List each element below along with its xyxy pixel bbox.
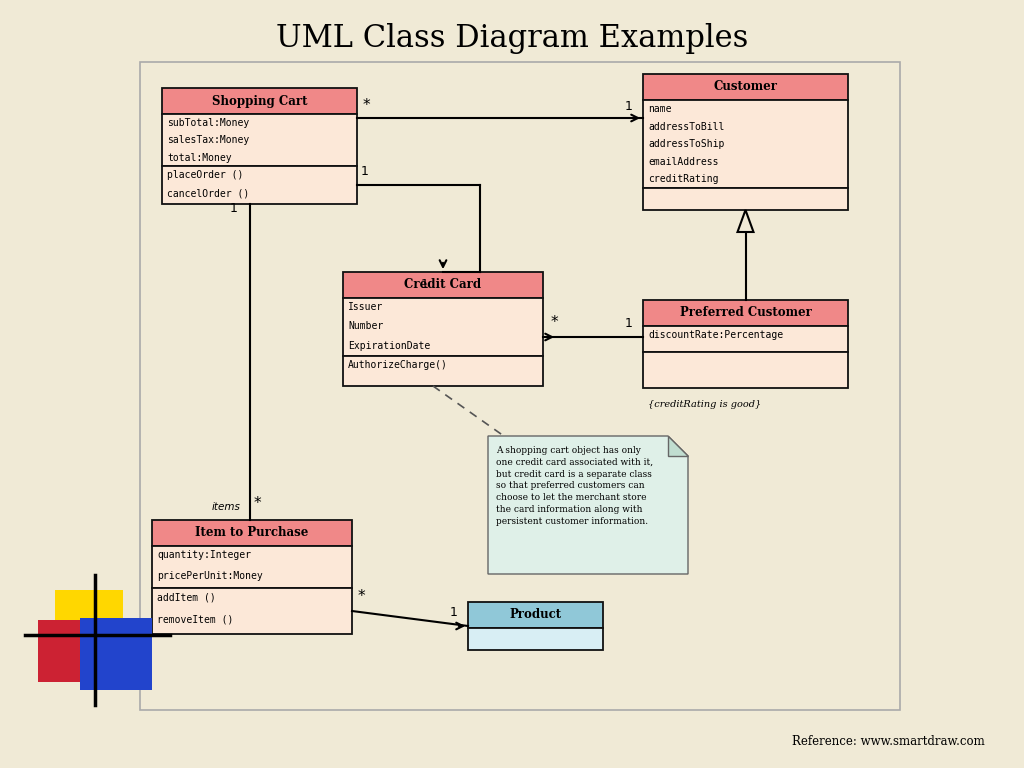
Text: discountRate:Percentage: discountRate:Percentage <box>648 330 783 340</box>
Text: ExpirationDate: ExpirationDate <box>348 341 430 351</box>
FancyBboxPatch shape <box>643 100 848 188</box>
Text: A shopping cart object has only
one credit card associated with it,
but credit c: A shopping cart object has only one cred… <box>496 446 653 526</box>
Text: {creditRating is good}: {creditRating is good} <box>648 400 761 409</box>
Text: cancelOrder (): cancelOrder () <box>167 189 249 199</box>
FancyBboxPatch shape <box>162 88 357 114</box>
FancyBboxPatch shape <box>38 620 106 682</box>
Text: 1: 1 <box>625 100 633 113</box>
Text: Shopping Cart: Shopping Cart <box>212 94 307 108</box>
Text: *: * <box>358 589 366 604</box>
Text: pricePerUnit:Money: pricePerUnit:Money <box>157 571 263 581</box>
FancyBboxPatch shape <box>468 602 603 628</box>
Text: Product: Product <box>509 608 561 621</box>
Text: 1: 1 <box>229 202 238 215</box>
Text: emailAddress: emailAddress <box>648 157 719 167</box>
Text: Credit Card: Credit Card <box>404 279 481 292</box>
FancyBboxPatch shape <box>80 618 152 690</box>
Text: UML Class Diagram Examples: UML Class Diagram Examples <box>275 22 749 54</box>
Text: removeItem (): removeItem () <box>157 615 233 625</box>
Text: salesTax:Money: salesTax:Money <box>167 135 249 145</box>
FancyBboxPatch shape <box>55 590 123 658</box>
Text: subTotal:Money: subTotal:Money <box>167 118 249 128</box>
Text: addressToShip: addressToShip <box>648 139 724 149</box>
FancyBboxPatch shape <box>152 520 352 546</box>
FancyBboxPatch shape <box>152 546 352 588</box>
Text: total:Money: total:Money <box>167 153 231 163</box>
Text: Preferred Customer: Preferred Customer <box>680 306 811 319</box>
Text: quantity:Integer: quantity:Integer <box>157 550 251 560</box>
FancyBboxPatch shape <box>343 356 543 386</box>
Text: *: * <box>551 315 559 330</box>
Text: Customer: Customer <box>714 81 777 94</box>
Text: *: * <box>362 98 371 113</box>
Text: 1: 1 <box>625 317 633 330</box>
FancyBboxPatch shape <box>343 272 543 298</box>
Text: addressToBill: addressToBill <box>648 121 724 131</box>
Polygon shape <box>668 436 688 456</box>
FancyBboxPatch shape <box>643 74 848 100</box>
Text: name: name <box>648 104 672 114</box>
Text: Item to Purchase: Item to Purchase <box>196 527 308 539</box>
Polygon shape <box>488 436 688 574</box>
FancyBboxPatch shape <box>162 166 357 204</box>
Text: 1: 1 <box>450 606 458 619</box>
Text: items: items <box>212 502 241 512</box>
Text: placeOrder (): placeOrder () <box>167 170 244 180</box>
Text: Number: Number <box>348 321 383 331</box>
FancyBboxPatch shape <box>468 628 603 650</box>
Polygon shape <box>737 210 754 232</box>
Text: Issuer: Issuer <box>348 302 383 312</box>
FancyBboxPatch shape <box>643 326 848 352</box>
Text: *: * <box>254 496 261 511</box>
FancyBboxPatch shape <box>152 588 352 634</box>
FancyBboxPatch shape <box>643 300 848 326</box>
Text: AuthorizeCharge(): AuthorizeCharge() <box>348 360 447 370</box>
Text: 1: 1 <box>421 278 429 291</box>
FancyBboxPatch shape <box>343 298 543 356</box>
FancyBboxPatch shape <box>162 114 357 166</box>
Text: creditRating: creditRating <box>648 174 719 184</box>
Text: addItem (): addItem () <box>157 592 216 602</box>
Text: 1: 1 <box>361 165 369 178</box>
FancyBboxPatch shape <box>140 62 900 710</box>
Text: Reference: www.smartdraw.com: Reference: www.smartdraw.com <box>793 735 985 748</box>
FancyBboxPatch shape <box>643 188 848 210</box>
FancyBboxPatch shape <box>643 352 848 388</box>
